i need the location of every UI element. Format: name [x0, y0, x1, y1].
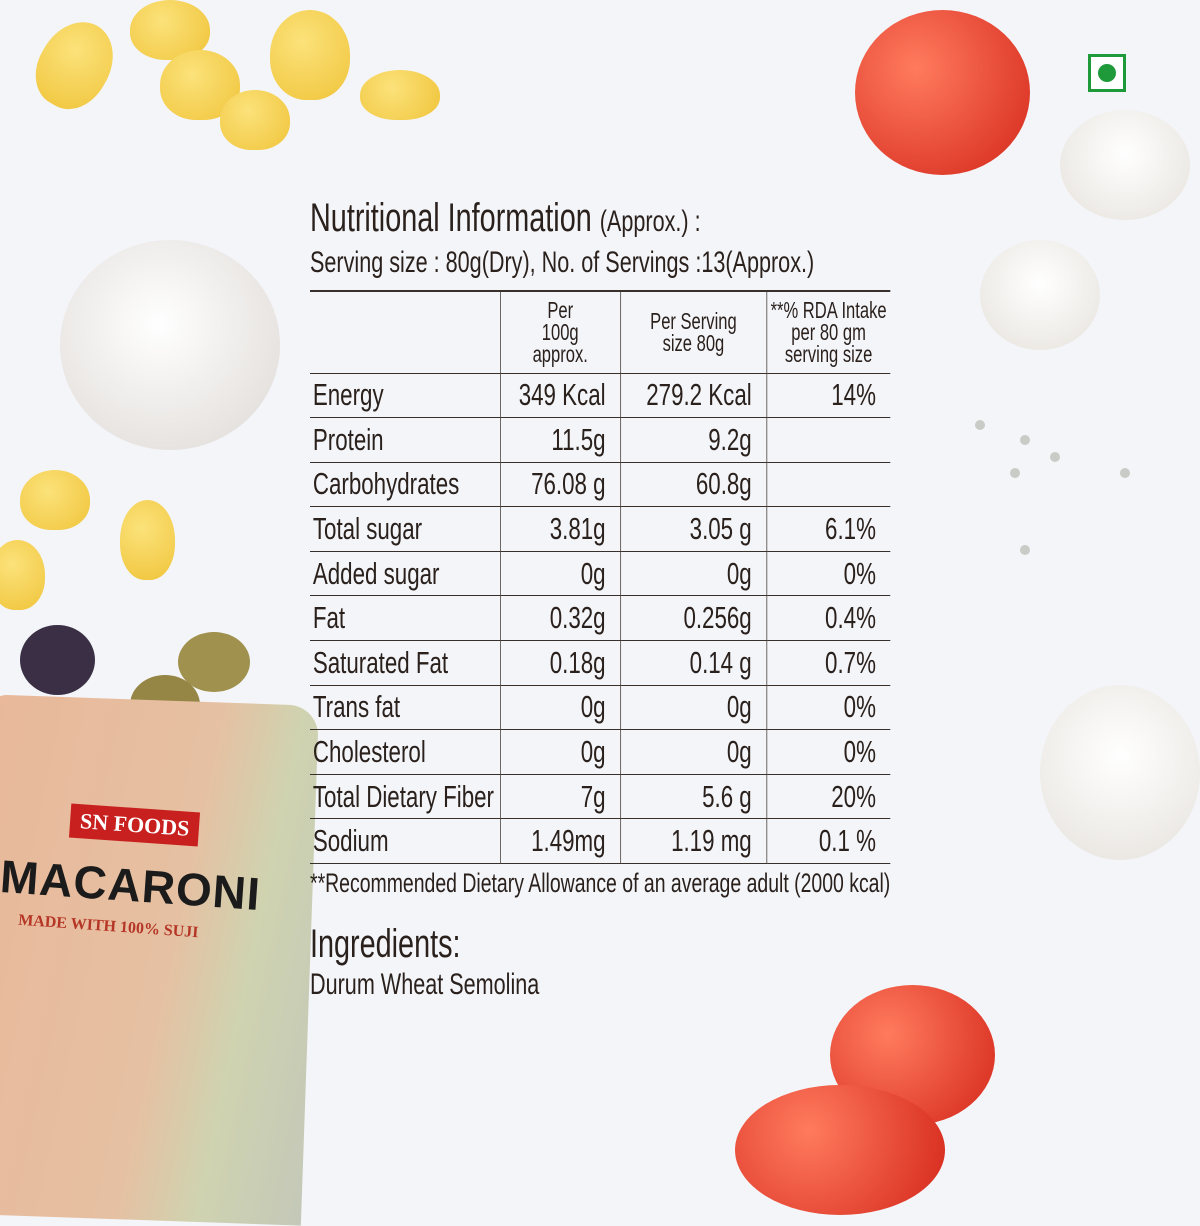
value-rda: 0%	[766, 729, 891, 775]
title-suffix: (Approx.) :	[599, 205, 701, 238]
nutrient-name: Saturated Fat	[310, 640, 501, 686]
value-rda: 14%	[766, 373, 891, 419]
value-per-serving: 0g	[620, 685, 767, 731]
header-per-100g: Per 100g approx.	[500, 291, 621, 374]
value-per-serving: 3.05 g	[620, 506, 767, 552]
nutrition-table: Per 100g approx. Per Serving size 80g **…	[310, 290, 891, 865]
tomato	[855, 10, 1030, 175]
title-main: Nutritional Information	[310, 196, 592, 240]
mushroom	[1060, 110, 1190, 220]
table-row: Trans fat 0g 0g 0%	[310, 685, 891, 731]
nutrient-name: Sodium	[310, 818, 501, 865]
rda-footnote: **Recommended Dietary Allowance of an av…	[310, 868, 891, 898]
mushroom	[980, 240, 1100, 350]
value-per-100g: 0.18g	[500, 640, 621, 686]
macaroni-piece	[220, 90, 290, 150]
nutrient-name: Energy	[310, 373, 501, 419]
header-nutrient	[310, 291, 501, 374]
peppercorn	[1050, 452, 1060, 462]
nutrient-name: Total sugar	[310, 506, 501, 552]
value-per-100g: 0g	[500, 685, 621, 731]
table-header: Per 100g approx. Per Serving size 80g **…	[310, 291, 891, 374]
macaroni-piece	[270, 10, 350, 100]
value-per-100g: 76.08 g	[500, 462, 621, 508]
peppercorn	[1120, 468, 1130, 478]
table-row: Sodium 1.49mg 1.19 mg 0.1 %	[310, 818, 891, 865]
value-rda: 0%	[766, 685, 891, 731]
value-per-100g: 3.81g	[500, 506, 621, 552]
cherry-tomato	[735, 1085, 945, 1215]
table-row: Carbohydrates 76.08 g 60.8g	[310, 462, 891, 508]
nutrient-name: Fat	[310, 595, 501, 642]
value-per-serving: 0g	[620, 729, 767, 775]
value-per-100g: 7g	[500, 774, 621, 820]
nutrient-name: Trans fat	[310, 685, 501, 731]
product-package	[0, 694, 319, 1226]
value-per-serving: 279.2 Kcal	[620, 373, 767, 419]
table-row: Energy 349 Kcal 279.2 Kcal 14%	[310, 373, 891, 419]
macaroni-piece	[22, 8, 128, 122]
value-per-100g: 0g	[500, 551, 621, 597]
value-rda	[766, 417, 891, 463]
ingredients-heading: Ingredients:	[310, 922, 461, 966]
table-row: Fat 0.32g 0.256g 0.4%	[310, 595, 891, 642]
serving-info: Serving size : 80g(Dry), No. of Servings…	[310, 246, 815, 279]
table-row: Protein 11.5g 9.2g	[310, 417, 891, 463]
header-rda: **% RDA Intake per 80 gm serving size	[766, 291, 891, 374]
value-per-100g: 1.49mg	[500, 818, 621, 865]
value-rda: 20%	[766, 774, 891, 820]
nutrient-name: Protein	[310, 417, 501, 463]
value-per-serving: 0.14 g	[620, 640, 767, 686]
table-row: Added sugar 0g 0g 0%	[310, 551, 891, 597]
ingredients-text: Durum Wheat Semolina	[310, 968, 540, 1001]
table-row: Cholesterol 0g 0g 0%	[310, 729, 891, 775]
table-row: Total sugar 3.81g 3.05 g 6.1%	[310, 506, 891, 552]
macaroni-piece	[360, 70, 440, 120]
value-per-100g: 349 Kcal	[500, 373, 621, 419]
table-row: Total Dietary Fiber 7g 5.6 g 20%	[310, 774, 891, 820]
value-rda	[766, 462, 891, 508]
page-title: Nutritional Information (Approx.) :	[310, 196, 900, 241]
value-rda: 0%	[766, 551, 891, 597]
value-per-100g: 0.32g	[500, 595, 621, 642]
value-per-100g: 11.5g	[500, 417, 621, 463]
value-per-serving: 60.8g	[620, 462, 767, 508]
garlic	[60, 240, 280, 450]
peppercorn	[1020, 435, 1030, 445]
value-rda: 0.4%	[766, 595, 891, 642]
value-rda: 0.1 %	[766, 818, 891, 865]
value-per-100g: 0g	[500, 729, 621, 775]
nutrient-name: Cholesterol	[310, 729, 501, 775]
peppercorn	[1010, 468, 1020, 478]
peppercorn	[975, 420, 985, 430]
olive	[178, 632, 250, 692]
value-per-serving: 9.2g	[620, 417, 767, 463]
macaroni-piece	[0, 540, 45, 610]
value-rda: 6.1%	[766, 506, 891, 552]
table-row: Saturated Fat 0.18g 0.14 g 0.7%	[310, 640, 891, 686]
nutrient-name: Carbohydrates	[310, 462, 501, 508]
value-per-serving: 0g	[620, 551, 767, 597]
header-per-serving: Per Serving size 80g	[620, 291, 767, 374]
macaroni-piece	[20, 470, 90, 530]
olive	[20, 625, 95, 695]
value-per-serving: 5.6 g	[620, 774, 767, 820]
value-per-serving: 0.256g	[620, 595, 767, 642]
veg-symbol-icon	[1088, 54, 1126, 92]
nutrient-name: Total Dietary Fiber	[310, 774, 501, 820]
value-rda: 0.7%	[766, 640, 891, 686]
nutrient-name: Added sugar	[310, 551, 501, 597]
macaroni-piece	[120, 500, 175, 580]
peppercorn	[1020, 545, 1030, 555]
mushroom	[1040, 685, 1200, 860]
value-per-serving: 1.19 mg	[620, 818, 767, 865]
